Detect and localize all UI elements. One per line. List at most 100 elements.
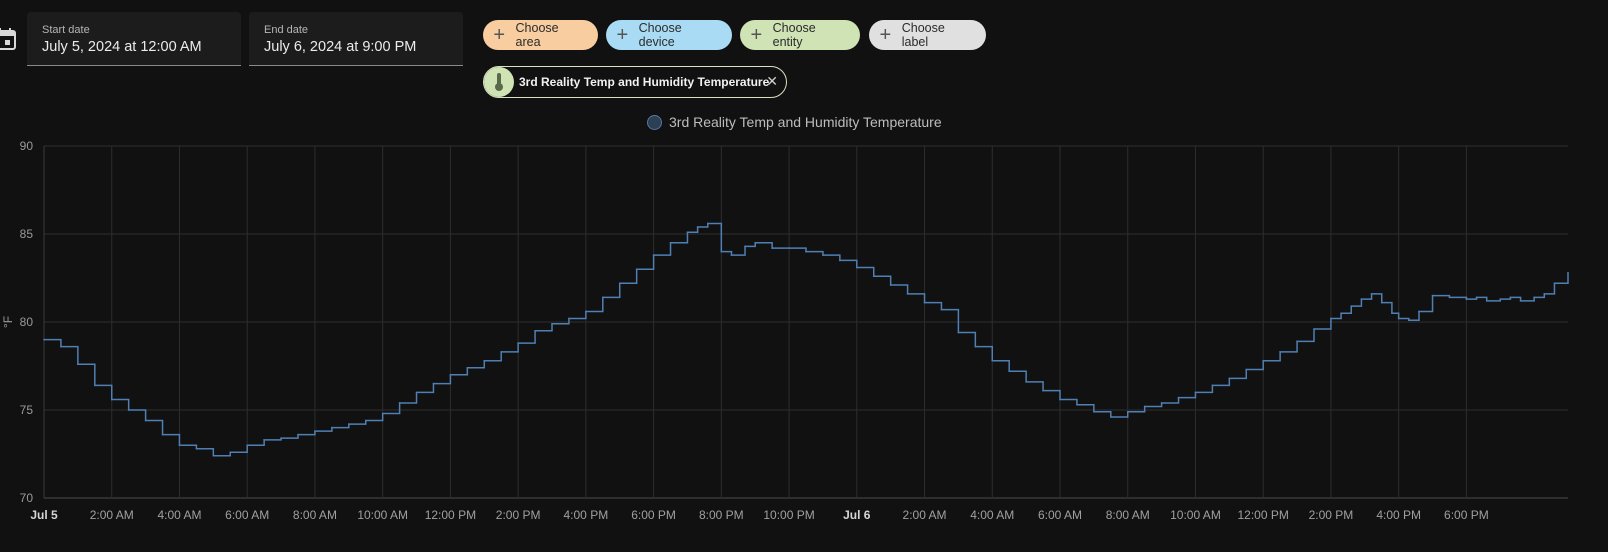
data-point	[1509, 296, 1512, 299]
x-tick-label: 2:00 PM	[1309, 508, 1354, 522]
data-point	[974, 345, 977, 348]
remove-entity-icon[interactable]: ✕	[766, 73, 778, 89]
data-point	[940, 308, 943, 311]
x-tick-label: 6:00 AM	[1038, 508, 1082, 522]
data-point	[1350, 305, 1353, 307]
choose-entity-label: Choose entity	[772, 21, 816, 49]
data-point	[127, 409, 130, 411]
data-point	[1025, 381, 1027, 383]
data-point	[1279, 351, 1281, 353]
data-point	[297, 433, 299, 436]
data-point	[568, 317, 570, 320]
data-point	[534, 330, 536, 332]
data-point	[839, 259, 841, 262]
data-point	[1519, 300, 1522, 302]
x-tick-label: 4:00 PM	[1376, 508, 1421, 522]
data-point	[1160, 402, 1163, 404]
x-tick-label: 4:00 AM	[970, 508, 1014, 522]
data-point	[314, 430, 316, 432]
data-point	[161, 433, 164, 436]
data-point	[991, 359, 994, 362]
data-point	[602, 296, 604, 299]
data-point	[744, 245, 746, 248]
data-point	[771, 247, 773, 249]
x-tick-label: 4:00 AM	[157, 508, 201, 522]
calendar-icon[interactable]	[0, 28, 16, 50]
data-point	[686, 231, 689, 234]
chart-legend[interactable]: 3rd Reality Temp and Humidity Temperatur…	[647, 114, 942, 130]
data-point	[246, 444, 248, 447]
data-point	[1380, 301, 1383, 304]
series-line	[44, 222, 1569, 457]
data-point	[1177, 396, 1180, 399]
x-tick-label: 8:00 AM	[1106, 508, 1150, 522]
choose-device-chip[interactable]: + Choose device	[606, 20, 732, 50]
selected-entity-chip[interactable]: 3rd Reality Temp and Humidity Temperatur…	[483, 66, 787, 98]
data-point	[1245, 368, 1248, 371]
data-point	[872, 275, 875, 278]
data-point	[1553, 282, 1556, 285]
start-date-value: July 5, 2024 at 12:00 AM	[42, 39, 202, 55]
x-tick-label: 12:00 PM	[425, 508, 476, 522]
data-point	[1093, 410, 1095, 413]
choose-label-chip[interactable]: + Choose label	[869, 20, 986, 50]
data-point	[730, 254, 733, 256]
data-point	[1391, 312, 1393, 315]
data-point	[1340, 312, 1342, 315]
data-point	[906, 293, 909, 295]
start-date-label: Start date	[42, 24, 90, 36]
data-point	[551, 322, 553, 325]
legend-series-label: 3rd Reality Temp and Humidity Temperatur…	[669, 114, 942, 130]
x-tick-label: 8:00 PM	[699, 508, 744, 522]
data-point	[635, 268, 638, 271]
data-point	[1059, 398, 1061, 401]
start-date-field[interactable]: Start date July 5, 2024 at 12:00 AM	[27, 12, 241, 66]
data-point	[1296, 340, 1298, 343]
end-date-field[interactable]: End date July 6, 2024 at 9:00 PM	[249, 12, 463, 66]
data-point	[618, 282, 621, 285]
choose-label-label: Choose label	[901, 21, 945, 49]
data-point	[1543, 293, 1546, 295]
data-point	[1194, 391, 1197, 394]
data-point	[805, 250, 807, 253]
data-point	[1408, 319, 1410, 322]
data-point	[1397, 317, 1400, 320]
data-point	[652, 254, 655, 256]
data-point	[110, 398, 113, 401]
data-point	[957, 331, 960, 334]
data-point	[1370, 293, 1373, 295]
data-point	[449, 374, 452, 376]
data-point	[415, 391, 418, 394]
data-point	[1143, 405, 1146, 408]
data-point	[60, 345, 62, 348]
data-point	[1110, 416, 1112, 418]
end-date-value: July 6, 2024 at 9:00 PM	[264, 39, 417, 55]
y-tick-label: 80	[20, 315, 34, 329]
x-tick-label: 10:00 AM	[1170, 508, 1221, 522]
x-tick-label: 10:00 AM	[357, 508, 408, 522]
x-tick-label: 6:00 PM	[631, 508, 676, 522]
data-point	[77, 363, 79, 366]
data-point	[195, 447, 198, 450]
data-point	[1360, 298, 1363, 300]
data-point	[212, 454, 215, 457]
data-point	[1448, 296, 1451, 299]
choose-entity-chip[interactable]: + Choose entity	[740, 20, 860, 50]
choose-area-chip[interactable]: + Choose area	[483, 20, 598, 50]
end-date-label: End date	[264, 24, 309, 36]
x-tick-label: 2:00 AM	[903, 508, 947, 522]
plus-icon: +	[750, 24, 763, 46]
data-point	[229, 451, 232, 454]
data-point	[1499, 298, 1502, 300]
x-tick-label: 12:00 PM	[1238, 508, 1289, 522]
data-point	[1475, 296, 1478, 299]
data-point	[754, 242, 756, 244]
data-point	[1330, 317, 1332, 320]
x-tick-label: 2:00 AM	[90, 508, 134, 522]
data-point	[517, 342, 519, 344]
data-point	[696, 226, 699, 228]
data-point	[483, 359, 486, 362]
y-tick-label: 70	[20, 491, 34, 505]
data-point	[1211, 384, 1214, 387]
